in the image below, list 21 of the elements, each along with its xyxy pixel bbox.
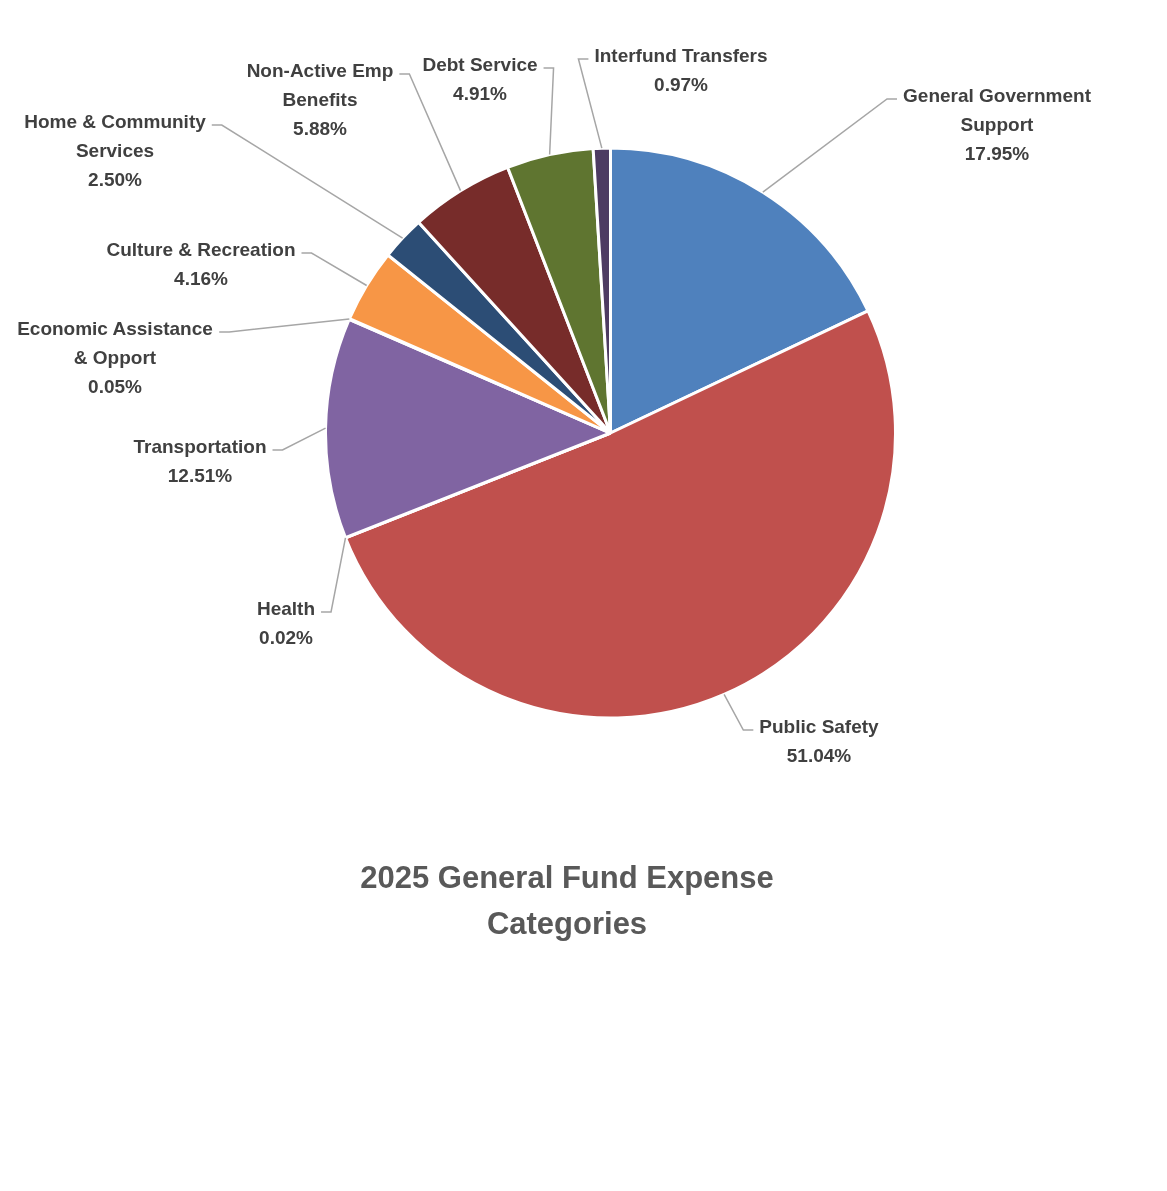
slice-label: Health bbox=[256, 598, 316, 620]
slice-label: Interfund Transfers bbox=[594, 45, 768, 67]
slice-label: Non-Active Emp Benefits bbox=[246, 60, 394, 111]
slice-label: Public Safety bbox=[759, 716, 880, 738]
data-label: 4.16% bbox=[174, 268, 229, 290]
data-label: 0.02% bbox=[259, 627, 314, 649]
slice-label: Debt Service bbox=[422, 54, 538, 76]
data-label: 5.88% bbox=[293, 118, 348, 140]
data-label: 0.05% bbox=[88, 376, 143, 398]
slice-label: Transportation bbox=[133, 436, 267, 458]
data-label: 0.97% bbox=[654, 74, 709, 96]
slice-label: General Government Support bbox=[903, 85, 1092, 136]
data-label: 4.91% bbox=[453, 83, 508, 105]
slice-label: Culture & Recreation bbox=[106, 239, 296, 261]
data-label: 2.50% bbox=[88, 169, 143, 191]
slice-label: Economic Assistance & Opport bbox=[17, 318, 213, 369]
data-label: 12.51% bbox=[167, 465, 233, 487]
text: 2025 General Fund Expense Categories bbox=[360, 859, 774, 941]
data-label: 17.95% bbox=[964, 143, 1030, 165]
data-label: 51.04% bbox=[786, 745, 852, 767]
slice-label: Home & Community Services bbox=[24, 111, 207, 162]
